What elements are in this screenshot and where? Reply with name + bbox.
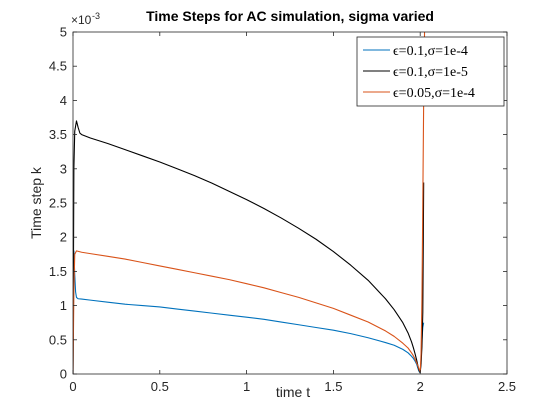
y-tick-label: 2 — [60, 230, 67, 245]
legend-label-1: ϵ=0.1,σ=1e-4 — [393, 44, 468, 59]
y-tick-label: 2.5 — [49, 196, 67, 211]
legend-label-2: ϵ=0.1,σ=1e-5 — [393, 65, 468, 80]
y-tick-label: 1 — [60, 298, 67, 313]
y-axis-exponent: ×10 -3 — [71, 11, 100, 27]
ticks-layer: 0 0.5 1 1.5 2 2.5 0 0.5 1 1.5 2 2.5 3 3.5 4 4.5 5 — [49, 25, 516, 395]
series-layer — [73, 32, 426, 374]
y-tick-label: 3.5 — [49, 127, 67, 142]
y-tick-label: 4.5 — [49, 59, 67, 74]
y-tick-label: 3 — [60, 161, 67, 176]
legend: ϵ=0.1,σ=1e-4 ϵ=0.1,σ=1e-5 ϵ=0.05,σ=1e-4 — [356, 36, 505, 107]
x-tick-label: 2 — [417, 379, 424, 394]
x-axis-label: time t — [276, 384, 310, 400]
x-tick-label: 2.5 — [498, 379, 516, 394]
y-tick-label: 0 — [60, 367, 67, 382]
chart-title: Time Steps for AC simulation, sigma vari… — [146, 8, 434, 24]
y-exponent-power: -3 — [92, 11, 100, 21]
y-tick-label: 1.5 — [49, 264, 67, 279]
y-tick-label: 0.5 — [49, 332, 67, 347]
x-tick-label: 0.5 — [151, 379, 169, 394]
y-tick-label: 4 — [60, 93, 67, 108]
x-tick-label: 1.5 — [324, 379, 342, 394]
x-tick-label: 0 — [69, 379, 76, 394]
y-axis-label: Time step k — [28, 166, 44, 239]
series-line-3 — [73, 32, 426, 374]
x-tick-label: 1 — [243, 379, 250, 394]
legend-label-3: ϵ=0.05,σ=1e-4 — [393, 86, 475, 101]
y-exponent-base: ×10 — [71, 13, 92, 27]
y-tick-label: 5 — [60, 25, 67, 40]
